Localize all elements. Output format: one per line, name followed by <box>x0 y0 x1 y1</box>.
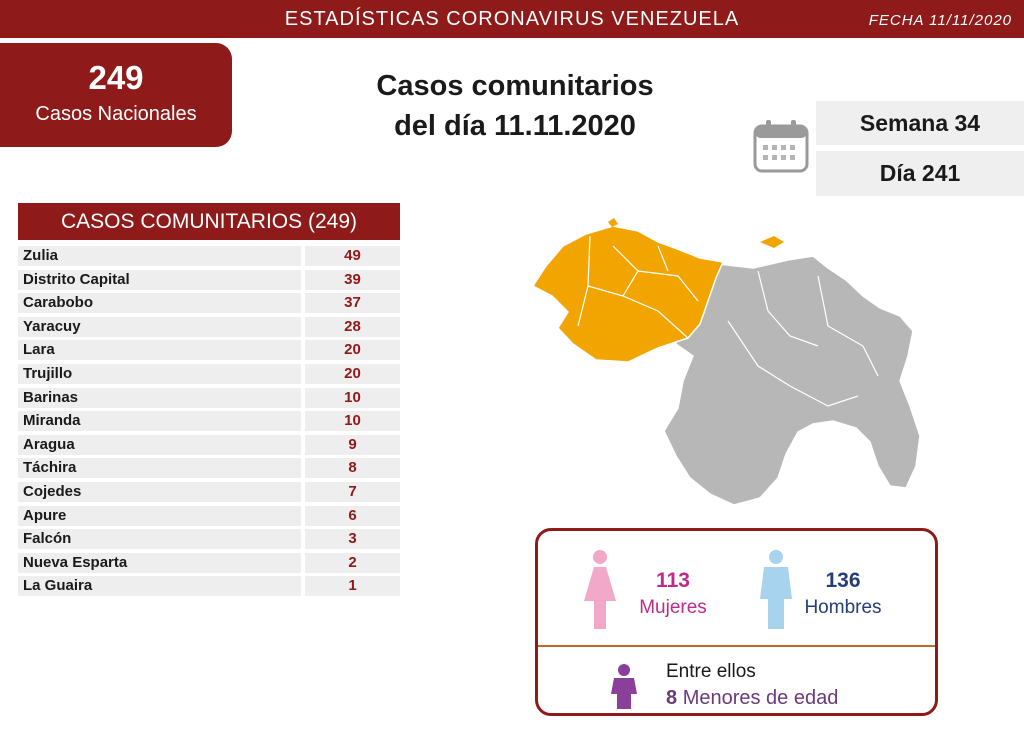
table-row: Nueva Esparta 2 <box>18 552 400 573</box>
row-state: Barinas <box>18 387 301 408</box>
minors-label: Menores de edad <box>682 687 839 709</box>
minors-count: 8 <box>666 687 678 709</box>
national-cases-count: 249 <box>88 59 144 96</box>
row-state: Falcón <box>18 529 301 550</box>
national-cases-label: Casos Nacionales <box>35 103 197 125</box>
cases-table: CASOS COMUNITARIOS (249) Zulia 49 Distrit… <box>18 203 400 600</box>
female-label: Mujeres <box>639 597 707 618</box>
table-row: Táchira 8 <box>18 458 400 479</box>
venezuela-map <box>531 218 921 506</box>
table-row: Barinas 10 <box>18 387 400 408</box>
map-unaffected-region <box>663 255 921 506</box>
national-cases-box: 249 Casos Nacionales <box>0 43 232 147</box>
row-cases: 10 <box>305 411 400 432</box>
row-cases: 20 <box>305 340 400 361</box>
row-state: Miranda <box>18 411 301 432</box>
headline-line-1: Casos comunitarios <box>376 70 654 102</box>
map-state-borders <box>577 235 879 407</box>
table-row: Yaracuy 28 <box>18 316 400 337</box>
table-row: Cojedes 7 <box>18 481 400 502</box>
row-cases: 8 <box>305 458 400 479</box>
table-row: Aragua 9 <box>18 434 400 455</box>
row-state: Distrito Capital <box>18 269 301 290</box>
row-cases: 39 <box>305 269 400 290</box>
row-state: Trujillo <box>18 363 301 384</box>
box-divider <box>538 645 935 647</box>
row-state: Apure <box>18 505 301 526</box>
map-affected-island <box>760 236 784 248</box>
child-figure-icon <box>611 664 637 709</box>
male-label: Hombres <box>804 597 882 618</box>
table-row: Apure 6 <box>18 505 400 526</box>
row-state: Cojedes <box>18 481 301 502</box>
among-them-label: Entre ellos <box>666 661 756 682</box>
table-row: Falcón 3 <box>18 529 400 550</box>
row-cases: 20 <box>305 363 400 384</box>
row-cases: 2 <box>305 552 400 573</box>
table-row: Distrito Capital 39 <box>18 269 400 290</box>
map-affected-island <box>608 218 618 227</box>
row-state: Lara <box>18 340 301 361</box>
calendar-icon <box>753 120 809 173</box>
table-row: Zulia 49 <box>18 246 400 266</box>
row-cases: 49 <box>305 246 400 266</box>
row-cases: 9 <box>305 434 400 455</box>
day-box: Día 241 <box>816 151 1024 196</box>
row-cases: 6 <box>305 505 400 526</box>
table-row: Trujillo 20 <box>18 363 400 384</box>
week-box: Semana 34 <box>816 101 1024 145</box>
top-banner: ESTADÍSTICAS CORONAVIRUS VENEZUELA FECHA… <box>0 0 1024 38</box>
row-state: Carabobo <box>18 293 301 314</box>
row-state: La Guaira <box>18 576 301 597</box>
headline: Casos comunitarios del día 11.11.2020 <box>330 66 700 146</box>
banner-title: ESTADÍSTICAS CORONAVIRUS VENEZUELA <box>284 8 740 30</box>
female-figure-icon <box>584 550 616 629</box>
row-state: Yaracuy <box>18 316 301 337</box>
row-state: Nueva Esparta <box>18 552 301 573</box>
row-cases: 28 <box>305 316 400 337</box>
row-cases: 37 <box>305 293 400 314</box>
row-cases: 3 <box>305 529 400 550</box>
row-state: Aragua <box>18 434 301 455</box>
row-cases: 10 <box>305 387 400 408</box>
table-row: Miranda 10 <box>18 411 400 432</box>
table-row: La Guaira 1 <box>18 576 400 597</box>
table-row: Carabobo 37 <box>18 293 400 314</box>
row-cases: 7 <box>305 481 400 502</box>
banner-date: FECHA 11/11/2020 <box>868 12 1012 29</box>
minors-line: 8 Menores de edad <box>666 687 926 710</box>
table-row: Lara 20 <box>18 340 400 361</box>
row-state: Zulia <box>18 246 301 266</box>
headline-line-2: del día 11.11.2020 <box>394 110 636 142</box>
female-count: 113 <box>656 569 690 592</box>
row-state: Táchira <box>18 458 301 479</box>
map-affected-region <box>531 225 725 363</box>
gender-summary-box: 113 Mujeres 136 Hombres Entre ellos 8 Me… <box>535 528 938 716</box>
male-figure-icon <box>760 550 792 629</box>
row-cases: 1 <box>305 576 400 597</box>
male-count: 136 <box>825 569 861 592</box>
table-header: CASOS COMUNITARIOS (249) <box>18 203 400 240</box>
